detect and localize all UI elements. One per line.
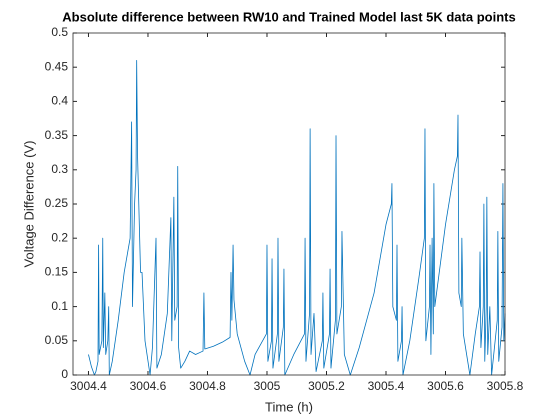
x-tick-label: 3004.4 <box>70 379 107 393</box>
chart-title: Absolute difference between RW10 and Tra… <box>62 9 515 24</box>
y-tick-label: 0.25 <box>45 196 69 210</box>
y-tick-label: 0.4 <box>51 94 68 108</box>
x-tick-label: 3005.6 <box>427 379 464 393</box>
x-tick-label: 3005.8 <box>487 379 524 393</box>
x-tick-label: 3005 <box>254 379 281 393</box>
y-tick-label: 0.35 <box>45 128 69 142</box>
y-tick-label: 0 <box>61 367 68 381</box>
data-line <box>88 59 506 376</box>
y-axis-label: Voltage Difference (V) <box>21 141 36 268</box>
y-tick-label: 0.3 <box>51 162 68 176</box>
y-tick-label: 0.5 <box>51 25 68 39</box>
x-axis-label: Time (h) <box>265 399 313 414</box>
x-tick-label: 3004.6 <box>130 379 167 393</box>
x-tick-label: 3004.8 <box>189 379 226 393</box>
y-tick-label: 0.1 <box>51 299 68 313</box>
x-tick-label: 3005.2 <box>308 379 345 393</box>
y-tick-label: 0.15 <box>45 265 69 279</box>
y-tick-label: 0.05 <box>45 333 69 347</box>
y-tick-label: 0.2 <box>51 230 68 244</box>
axes-box <box>72 32 506 376</box>
y-tick-label: 0.45 <box>45 59 69 73</box>
x-tick-label: 3005.4 <box>368 379 405 393</box>
